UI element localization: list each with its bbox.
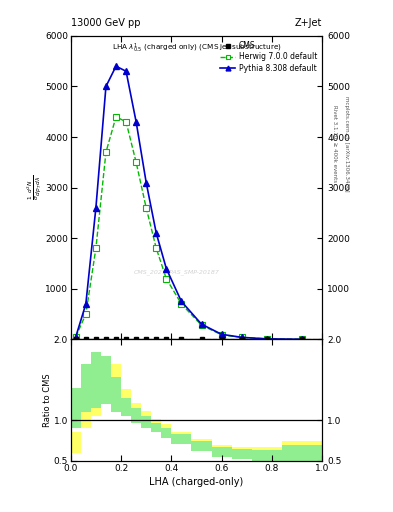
X-axis label: LHA (charged-only): LHA (charged-only) [149, 477, 244, 487]
Y-axis label: Ratio to CMS: Ratio to CMS [43, 373, 52, 427]
Y-axis label: $\frac{1}{\sigma}\frac{d^2N}{dp_T\,d\lambda}$: $\frac{1}{\sigma}\frac{d^2N}{dp_T\,d\lam… [26, 175, 44, 200]
Text: CMS_2021_PAS_SMP-20187: CMS_2021_PAS_SMP-20187 [134, 270, 219, 275]
Text: 13000 GeV pp: 13000 GeV pp [71, 18, 140, 28]
Legend: CMS, Herwig 7.0.0 default, Pythia 8.308 default: CMS, Herwig 7.0.0 default, Pythia 8.308 … [219, 39, 318, 74]
Text: mcplots.cern.ch [arXiv:1306.3436]: mcplots.cern.ch [arXiv:1306.3436] [344, 96, 349, 191]
Text: Rivet 3.1.10, ≥ 400k events: Rivet 3.1.10, ≥ 400k events [332, 105, 337, 182]
Text: Z+Jet: Z+Jet [295, 18, 322, 28]
Text: LHA $\lambda^{1}_{0.5}$ (charged only) (CMS jet substructure): LHA $\lambda^{1}_{0.5}$ (charged only) (… [112, 42, 281, 55]
